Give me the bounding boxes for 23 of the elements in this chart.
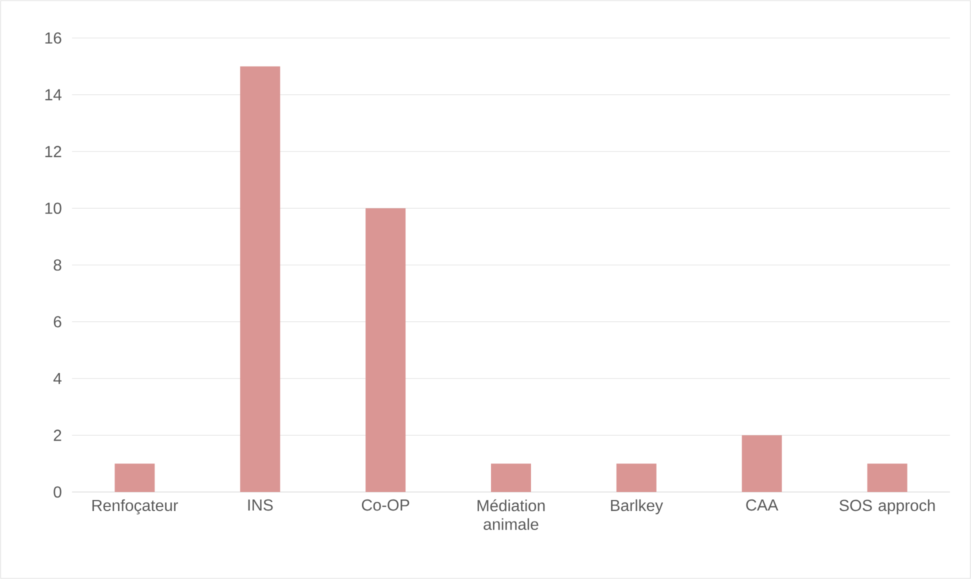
x-tick-label: Renfoçateur — [92, 499, 178, 514]
y-tick-label: 2 — [54, 430, 62, 441]
y-tick-label: 14 — [45, 89, 62, 100]
bar — [491, 464, 531, 492]
bar — [366, 208, 406, 492]
y-tick-label: 16 — [45, 32, 62, 44]
y-tick-label: 10 — [45, 202, 62, 214]
x-tick-label: Médiation animale — [478, 499, 545, 530]
y-tick-label: 6 — [54, 316, 62, 328]
x-tick-label: Co-OP — [362, 499, 410, 511]
y-tick-label: 8 — [54, 259, 62, 271]
y-tick-label: 0 — [54, 486, 62, 498]
x-tick-label: INS — [248, 499, 273, 511]
bar — [114, 464, 155, 492]
bar — [240, 66, 280, 492]
y-tick-label: 4 — [53, 373, 62, 384]
bar — [742, 435, 782, 492]
bar — [867, 464, 908, 492]
x-tick-label: Barlkey — [611, 499, 664, 514]
x-tick-label: CAA — [746, 499, 778, 511]
x-tick-label: SOS approch — [840, 499, 935, 514]
bar — [616, 464, 656, 492]
y-tick-label: 12 — [45, 146, 62, 158]
